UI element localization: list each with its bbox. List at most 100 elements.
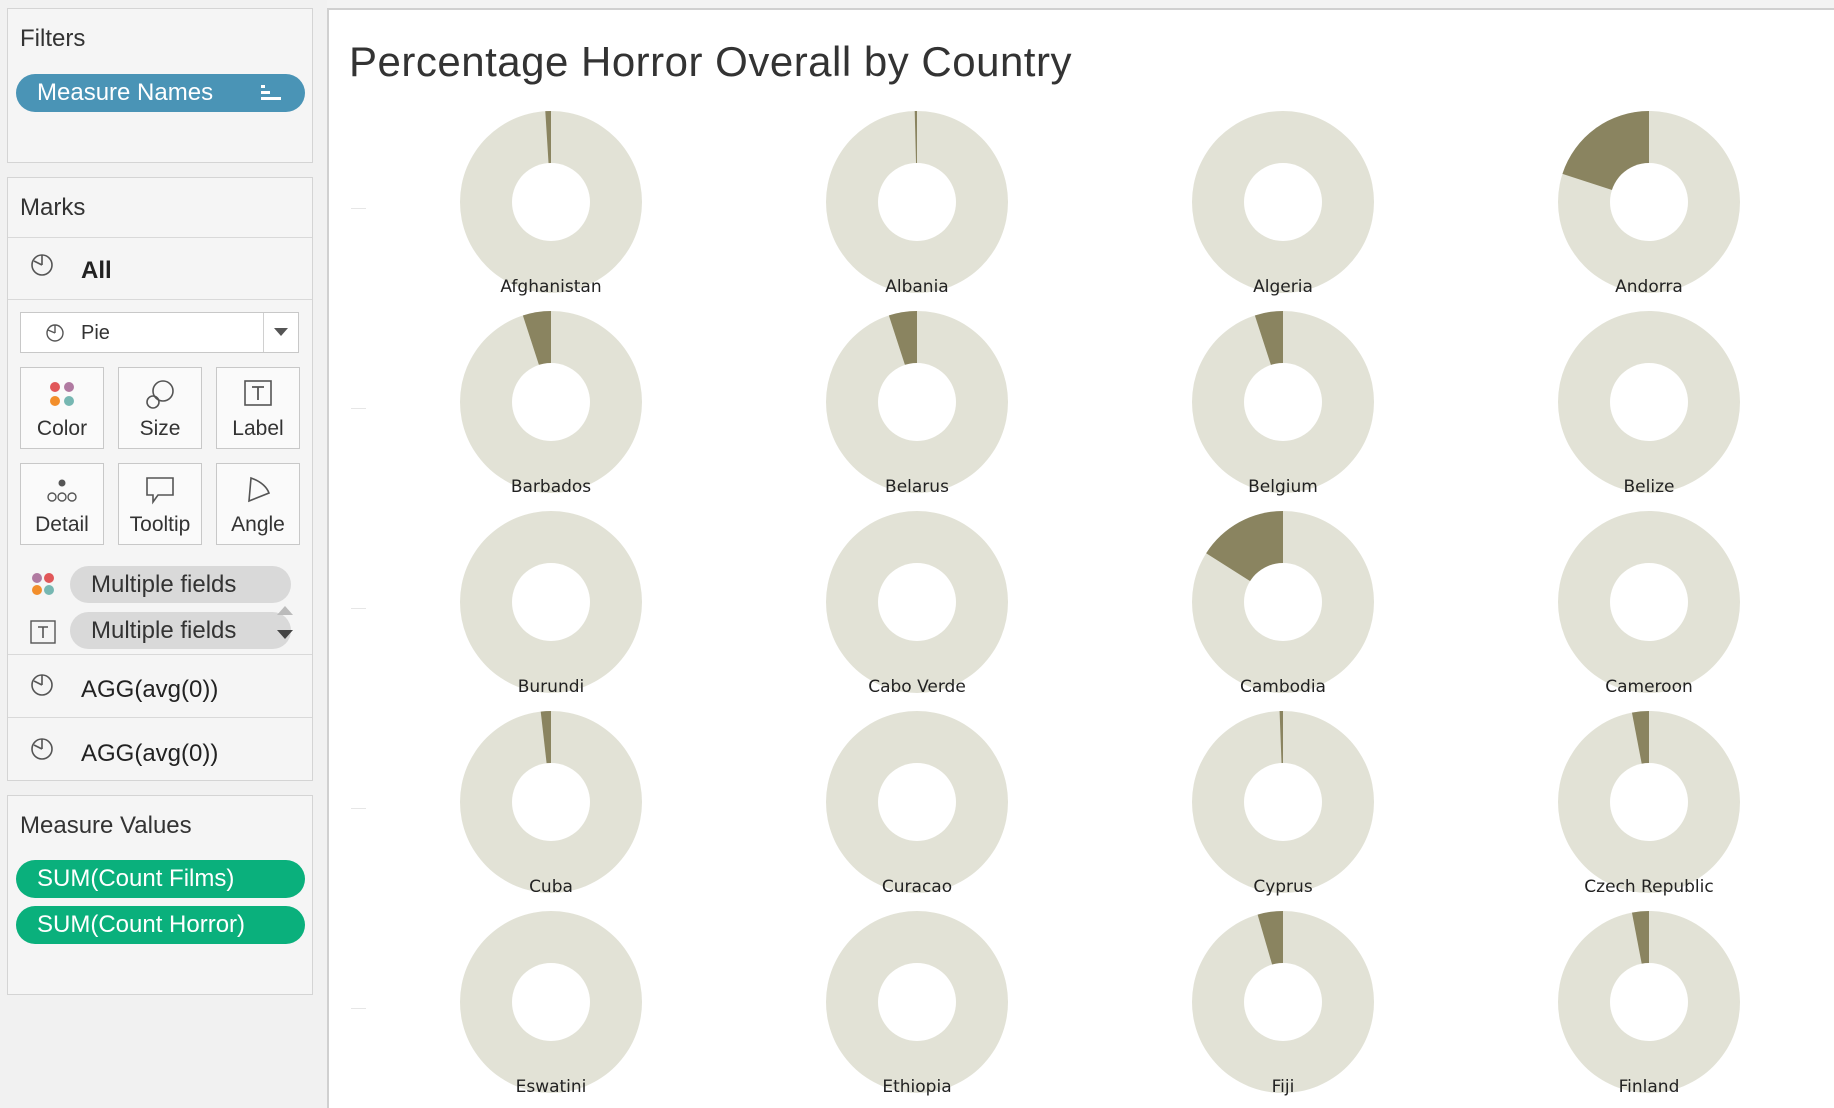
row-tick (351, 1008, 366, 1009)
chart-title: Percentage Horror Overall by Country (349, 38, 1072, 85)
angle-button-label: Angle (231, 513, 285, 536)
pie-curacao[interactable]: Curacao (826, 711, 1008, 897)
color-icon (32, 573, 54, 595)
label-icon (30, 620, 56, 644)
country-label: Ethiopia (882, 1077, 951, 1097)
scroll-down-icon[interactable] (277, 630, 293, 639)
count-horror-pill[interactable]: SUM(Count Horror) (16, 906, 305, 944)
pie-cambodia[interactable]: Cambodia (1192, 511, 1374, 697)
pie-belarus[interactable]: Belarus (826, 311, 1008, 497)
row-tick (351, 808, 366, 809)
pills-scrollbar[interactable] (271, 600, 299, 654)
country-label: Cambodia (1240, 677, 1326, 697)
donut-hole (1610, 563, 1688, 641)
pie-fiji[interactable]: Fiji (1192, 911, 1374, 1097)
pie-algeria[interactable]: Algeria (1192, 111, 1374, 297)
pie-eswatini[interactable]: Eswatini (460, 911, 642, 1097)
pie-cuba[interactable]: Cuba (460, 711, 642, 897)
chevron-down-icon[interactable] (274, 328, 288, 337)
color-button[interactable]: Color (20, 367, 104, 449)
filters-card: Filters Measure Names (7, 8, 313, 163)
measure-values-card: Measure Values SUM(Count Films) SUM(Coun… (7, 795, 313, 995)
color-field-label: Multiple fields (91, 571, 237, 598)
mark-type-row (8, 299, 312, 300)
agg-row-1[interactable]: AGG(avg(0)) (8, 654, 312, 718)
tooltip-button-label: Tooltip (129, 513, 191, 536)
country-label: Belarus (885, 477, 949, 497)
label-field-pill[interactable]: Multiple fields (70, 612, 291, 649)
measure-names-filter-pill[interactable]: Measure Names (16, 74, 305, 112)
tooltip-icon (146, 477, 174, 505)
measure-names-label: Measure Names (37, 79, 214, 106)
color-icon (50, 382, 74, 406)
pie-albania[interactable]: Albania (826, 111, 1008, 297)
donut-grid: Afghanistan Albania Algeria Andorra Barbados… (460, 111, 1740, 1097)
marks-all-row[interactable]: All (8, 237, 312, 300)
pie-icon (31, 674, 53, 696)
mark-type-dropdown[interactable]: Pie (20, 312, 299, 353)
pie-belize[interactable]: Belize (1558, 311, 1740, 497)
donut-hole (512, 363, 590, 441)
size-icon (146, 380, 174, 409)
country-label: Cyprus (1253, 877, 1312, 897)
donut-hole (1610, 363, 1688, 441)
detail-icon (47, 479, 77, 502)
label-field-label: Multiple fields (91, 617, 237, 644)
donut-hole (512, 963, 590, 1041)
pie-czech-republic[interactable]: Czech Republic (1558, 711, 1740, 897)
sidebar: Filters Measure Names Marks All Pie (0, 0, 327, 1108)
dropdown-divider (263, 313, 264, 352)
angle-button[interactable]: Angle (216, 463, 300, 545)
agg-field-label: AGG(avg(0)) (81, 676, 219, 703)
pie-andorra[interactable]: Andorra (1558, 111, 1740, 297)
donut-hole (1244, 163, 1322, 241)
pie-belgium[interactable]: Belgium (1192, 311, 1374, 497)
size-button-label: Size (139, 417, 181, 440)
donut-hole (878, 163, 956, 241)
color-field-pill[interactable]: Multiple fields (70, 566, 291, 603)
pie-finland[interactable]: Finland (1558, 911, 1740, 1097)
donut-hole (1244, 563, 1322, 641)
donut-hole (512, 763, 590, 841)
pie-icon (31, 738, 53, 760)
pie-burundi[interactable]: Burundi (460, 511, 642, 697)
pie-cyprus[interactable]: Cyprus (1192, 710, 1374, 897)
color-button-label: Color (36, 417, 88, 440)
label-button-label: Label (232, 417, 284, 440)
row-tick (351, 208, 366, 209)
detail-button[interactable]: Detail (20, 463, 104, 545)
size-button[interactable]: Size (118, 367, 202, 449)
scroll-up-icon[interactable] (277, 606, 293, 615)
agg-row-2[interactable]: AGG(avg(0)) (8, 717, 312, 781)
donut-hole (1610, 963, 1688, 1041)
measure-values-title: Measure Values (20, 812, 192, 839)
donut-hole (1244, 963, 1322, 1041)
pie-barbados[interactable]: Barbados (460, 311, 642, 497)
pie-afghanistan[interactable]: Afghanistan (460, 111, 642, 297)
pie-icon (31, 254, 53, 276)
country-label: Cuba (529, 877, 573, 897)
pie-cabo-verde[interactable]: Cabo Verde (826, 511, 1008, 697)
count-horror-label: SUM(Count Horror) (37, 911, 246, 938)
angle-icon (248, 476, 271, 503)
marks-card: Marks All Pie Color Si (7, 177, 313, 781)
label-button[interactable]: Label (216, 367, 300, 449)
donut-hole (878, 963, 956, 1041)
agg-field-label: AGG(avg(0)) (81, 740, 219, 767)
mark-type-label: Pie (81, 322, 110, 344)
marks-all-label: All (81, 257, 112, 284)
donut-hole (1244, 763, 1322, 841)
row-tick (351, 608, 366, 609)
country-label: Burundi (518, 677, 585, 697)
pie-cameroon[interactable]: Cameroon (1558, 511, 1740, 697)
marks-title: Marks (20, 194, 86, 221)
donut-hole (878, 363, 956, 441)
count-films-pill[interactable]: SUM(Count Films) (16, 860, 305, 898)
donut-hole (878, 563, 956, 641)
tooltip-button[interactable]: Tooltip (118, 463, 202, 545)
country-label: Eswatini (516, 1077, 587, 1097)
country-label: Fiji (1272, 1077, 1295, 1097)
count-films-label: SUM(Count Films) (37, 865, 235, 892)
pie-ethiopia[interactable]: Ethiopia (826, 911, 1008, 1097)
sort-icon (261, 85, 281, 100)
